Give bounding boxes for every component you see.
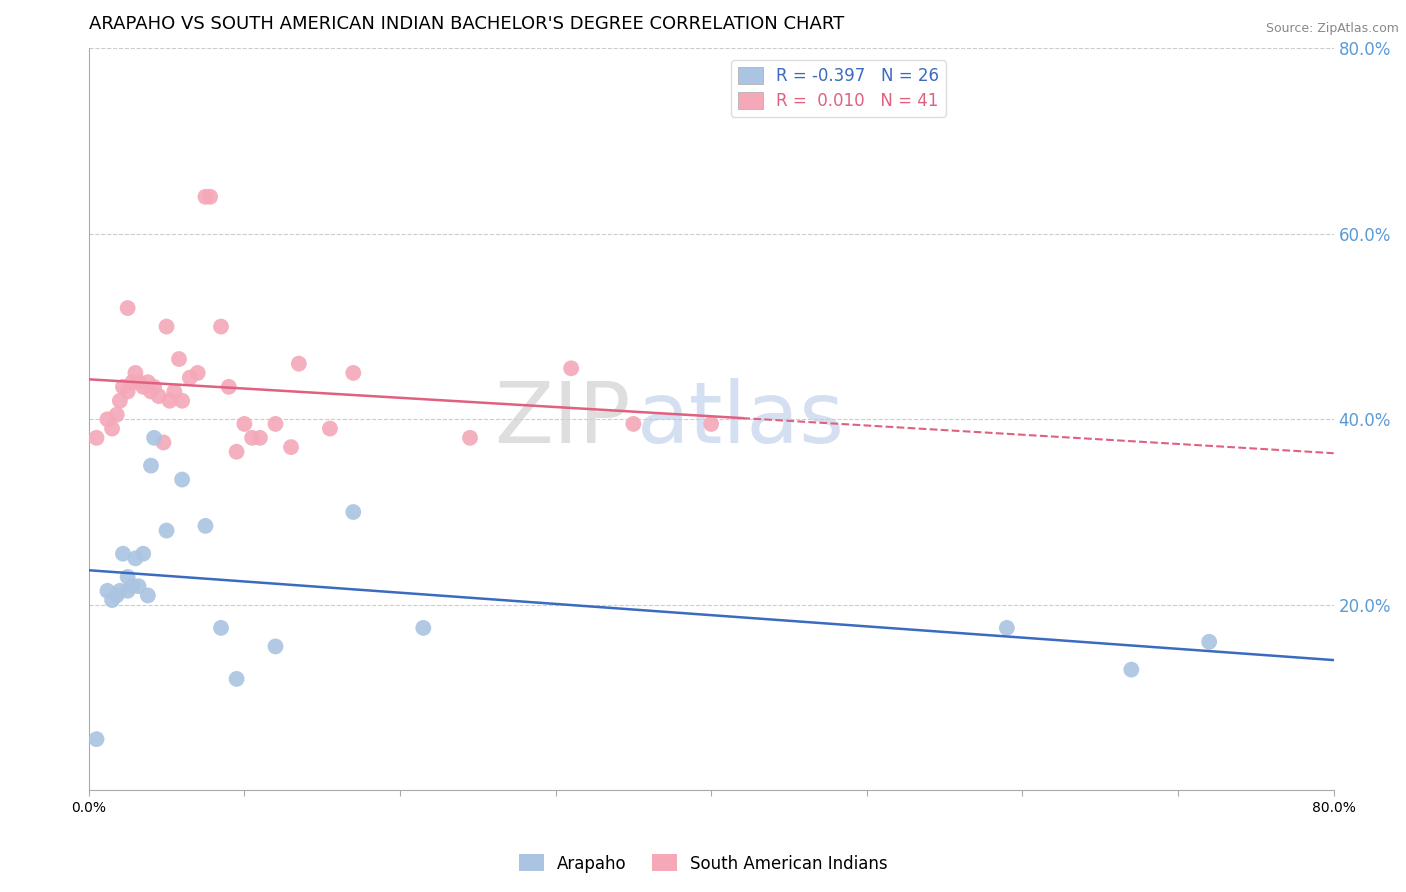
Text: ZIP: ZIP — [494, 378, 630, 461]
Point — [86, 431, 108, 445]
Point — [163, 384, 186, 399]
Legend: R = -0.397   N = 26, R =  0.010   N = 41: R = -0.397 N = 26, R = 0.010 N = 41 — [731, 61, 946, 117]
Point — [155, 319, 177, 334]
Point — [136, 589, 159, 603]
Point — [128, 375, 150, 389]
Point — [172, 393, 194, 408]
Point — [209, 319, 232, 334]
Point — [288, 357, 311, 371]
Point — [96, 412, 118, 426]
Point — [167, 352, 190, 367]
Point — [194, 190, 217, 204]
Point — [1121, 663, 1143, 677]
Text: ARAPAHO VS SOUTH AMERICAN INDIAN BACHELOR'S DEGREE CORRELATION CHART: ARAPAHO VS SOUTH AMERICAN INDIAN BACHELO… — [89, 15, 844, 33]
Point — [179, 370, 201, 384]
Point — [117, 570, 139, 584]
Point — [139, 458, 162, 473]
Text: atlas: atlas — [637, 378, 845, 461]
Point — [132, 380, 155, 394]
Point — [139, 384, 162, 399]
Point — [117, 384, 139, 399]
Legend: Arapaho, South American Indians: Arapaho, South American Indians — [512, 847, 894, 880]
Point — [159, 393, 181, 408]
Point — [128, 579, 150, 593]
Point — [319, 421, 342, 435]
Point — [209, 621, 232, 635]
Point — [172, 473, 194, 487]
Point — [108, 583, 131, 598]
Point — [101, 421, 124, 435]
Point — [240, 431, 263, 445]
Point — [264, 417, 287, 431]
Point — [148, 389, 170, 403]
Point — [117, 301, 139, 315]
Point — [152, 435, 174, 450]
Point — [225, 672, 247, 686]
Point — [108, 393, 131, 408]
Point — [96, 583, 118, 598]
Point — [143, 431, 166, 445]
Point — [111, 380, 134, 394]
Point — [187, 366, 209, 380]
Point — [143, 380, 166, 394]
Point — [458, 431, 481, 445]
Point — [117, 583, 139, 598]
Point — [342, 505, 364, 519]
Point — [155, 524, 177, 538]
Point — [218, 380, 240, 394]
Point — [124, 551, 146, 566]
Point — [124, 366, 146, 380]
Point — [280, 440, 302, 454]
Point — [264, 640, 287, 654]
Point — [1198, 635, 1220, 649]
Point — [136, 375, 159, 389]
Point — [105, 589, 128, 603]
Point — [249, 431, 271, 445]
Point — [225, 444, 247, 458]
Point — [105, 408, 128, 422]
Point — [233, 417, 256, 431]
Point — [111, 547, 134, 561]
Point — [86, 732, 108, 747]
Text: Source: ZipAtlas.com: Source: ZipAtlas.com — [1265, 22, 1399, 36]
Point — [121, 579, 143, 593]
Point — [198, 190, 221, 204]
Point — [342, 366, 364, 380]
Point — [121, 375, 143, 389]
Point — [621, 417, 644, 431]
Point — [995, 621, 1018, 635]
Point — [194, 519, 217, 533]
Point — [412, 621, 434, 635]
Point — [560, 361, 582, 376]
Point — [132, 547, 155, 561]
Point — [700, 417, 723, 431]
Point — [101, 593, 124, 607]
